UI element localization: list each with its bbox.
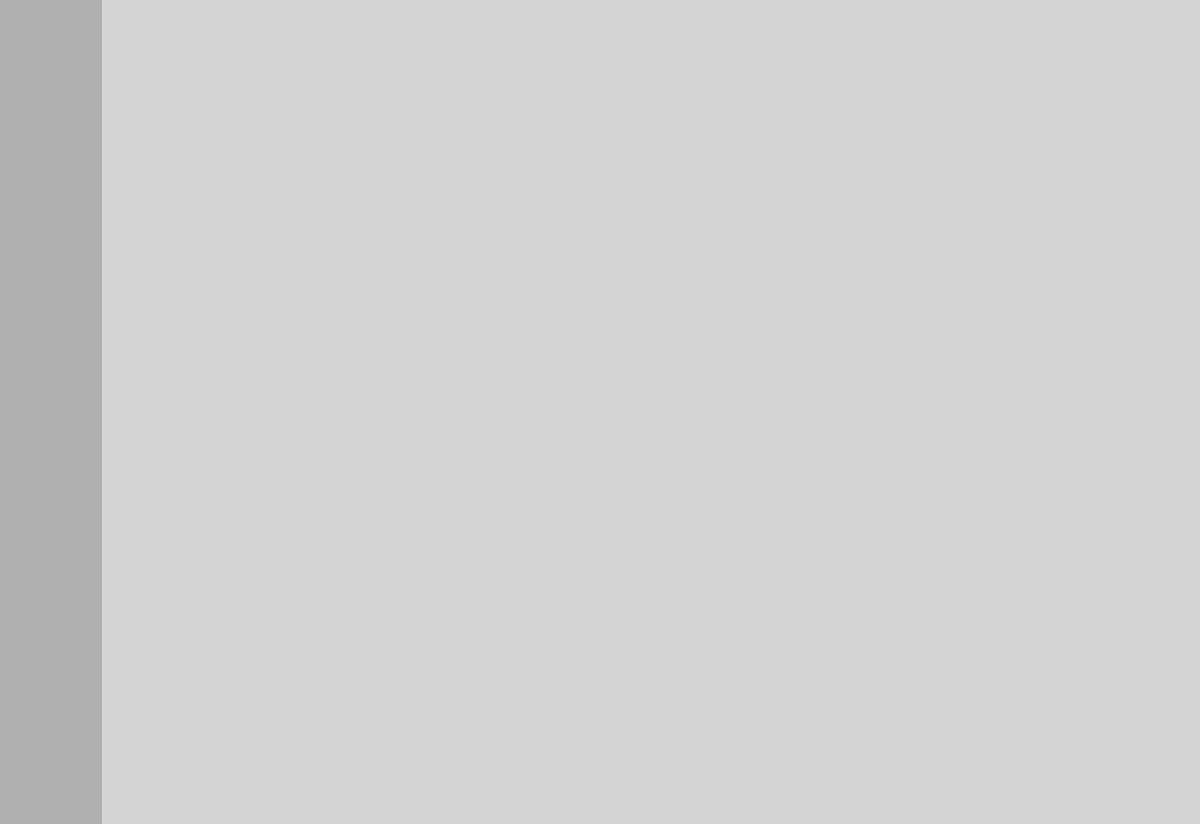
Text: The ends of the triangular plate are: The ends of the triangular plate are	[246, 92, 692, 116]
Text: b. 682. 85 N: b. 682. 85 N	[198, 475, 360, 500]
Text: magnitude of the force F so that the: magnitude of the force F so that the	[174, 199, 628, 223]
Text: with solution: with solution	[672, 423, 815, 442]
Text: d. 729 .71 N: d. 729 .71 N	[198, 586, 360, 611]
Text: resultant    couple moment is 500 N.m: resultant couple moment is 500 N.m	[174, 253, 658, 277]
Text: clockwise: clockwise	[174, 307, 294, 330]
Text: a. 829. 71 N: a. 829. 71 N	[198, 419, 360, 444]
Text: choices:: choices:	[174, 364, 271, 388]
Text: c. 982 .85 N: c. 982 .85 N	[198, 530, 358, 555]
Text: subjected to three couples. Determine the: subjected to three couples. Determine th…	[174, 146, 706, 170]
